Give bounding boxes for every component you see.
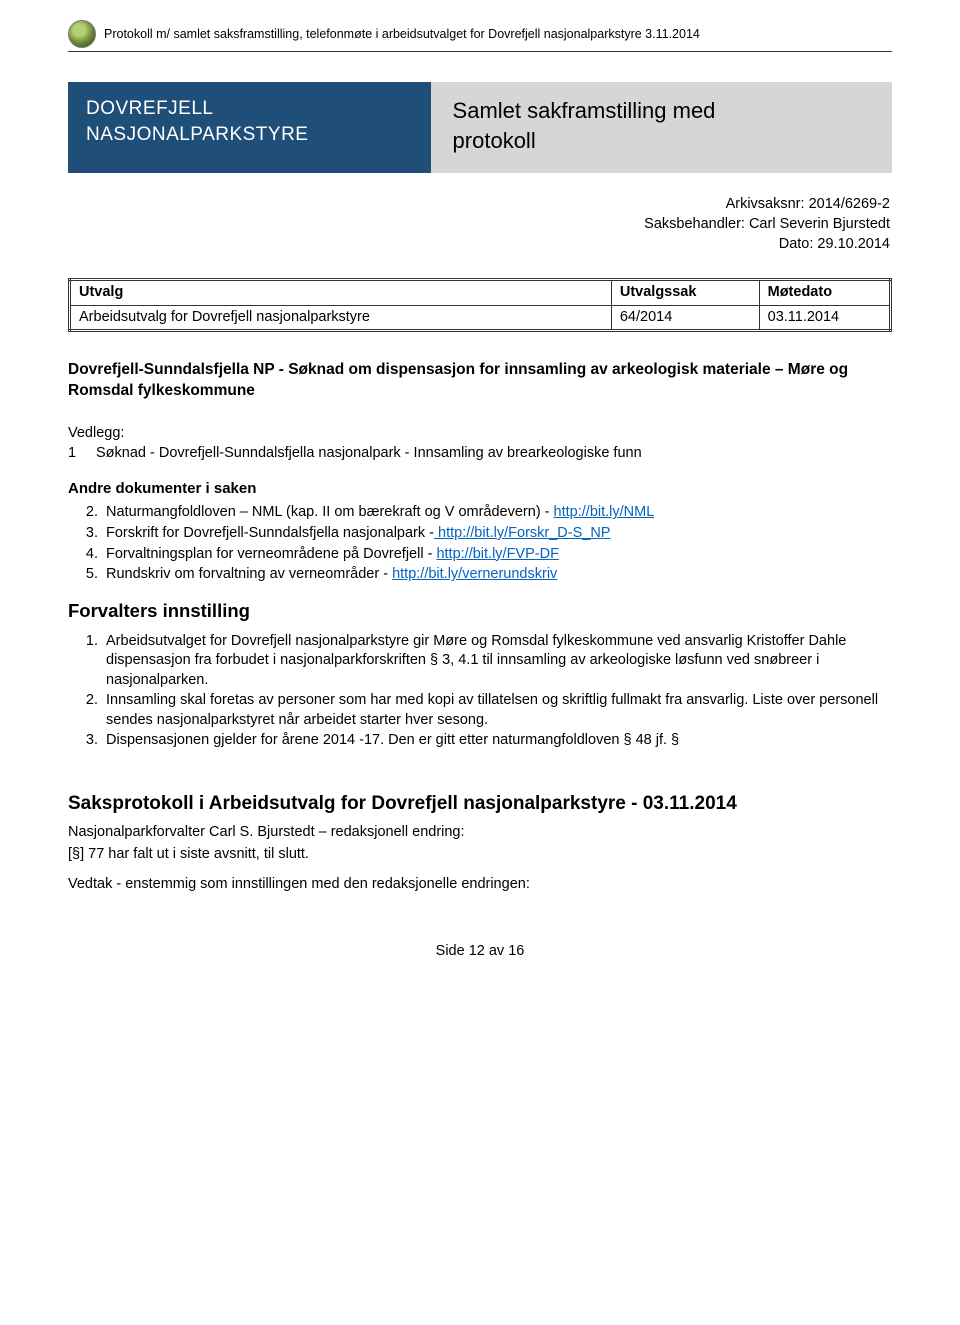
col-utvalgssak: Utvalgssak [611, 280, 759, 306]
item-text: Forskrift for Dovrefjell-Sunndalsfjella … [106, 525, 434, 541]
link-forskr[interactable]: http://bit.ly/Forskr_D-S_NP [434, 525, 610, 541]
link-rundskriv[interactable]: http://bit.ly/vernerundskriv [392, 566, 557, 582]
dato: Dato: 29.10.2014 [68, 235, 890, 255]
list-item: Rundskriv om forvaltning av verneområder… [102, 565, 892, 585]
item-text: Rundskriv om forvaltning av verneområder… [106, 566, 392, 582]
saksprotokoll-heading: Saksprotokoll i Arbeidsutvalg for Dovref… [68, 791, 892, 817]
list-item: Naturmangfoldloven – NML (kap. II om bær… [102, 503, 892, 523]
utvalg-table: Utvalg Utvalgssak Møtedato Arbeidsutvalg… [68, 278, 892, 332]
doc-type-line1: Samlet sakframstilling med [453, 96, 876, 126]
page-footer: Side 12 av 16 [68, 942, 892, 962]
list-item: Forskrift for Dovrefjell-Sunndalsfjella … [102, 524, 892, 544]
col-utvalg: Utvalg [70, 280, 612, 306]
forvalters-list: Arbeidsutvalget for Dovrefjell nasjonalp… [68, 632, 892, 751]
logo-icon [68, 20, 96, 48]
banner-left: DOVREFJELL NASJONALPARKSTYRE [68, 82, 431, 173]
andre-dokumenter-label: Andre dokumenter i saken [68, 479, 892, 499]
banner-right: Samlet sakframstilling med protokoll [431, 82, 892, 173]
col-motedato: Møtedato [759, 280, 890, 306]
case-title: Dovrefjell-Sunndalsfjella NP - Søknad om… [68, 360, 892, 402]
forvalters-innstilling-heading: Forvalters innstilling [68, 599, 892, 624]
link-nml[interactable]: http://bit.ly/NML [554, 504, 655, 520]
saksprotokoll-p2: [§] 77 har falt ut i siste avsnitt, til … [68, 845, 892, 865]
header-text: Protokoll m/ samlet saksframstilling, te… [104, 26, 700, 43]
list-item: Dispensasjonen gjelder for årene 2014 -1… [102, 731, 892, 751]
meta-block: Arkivsaksnr: 2014/6269-2 Saksbehandler: … [68, 195, 892, 254]
doc-type-line2: protokoll [453, 126, 876, 156]
document-header: Protokoll m/ samlet saksframstilling, te… [68, 20, 892, 52]
list-item: Forvaltningsplan for verneområdene på Do… [102, 545, 892, 565]
saksprotokoll-p1: Nasjonalparkforvalter Carl S. Bjurstedt … [68, 823, 892, 843]
vedlegg-num: 1 [68, 444, 96, 464]
item-text: Naturmangfoldloven – NML (kap. II om bær… [106, 504, 554, 520]
cell-utvalg: Arbeidsutvalg for Dovrefjell nasjonalpar… [70, 305, 612, 331]
vedlegg-block: Vedlegg: 1 Søknad - Dovrefjell-Sunndalsf… [68, 424, 892, 463]
table-row: Arbeidsutvalg for Dovrefjell nasjonalpar… [70, 305, 891, 331]
arkivsaksnr: Arkivsaksnr: 2014/6269-2 [68, 195, 890, 215]
saksbehandler: Saksbehandler: Carl Severin Bjurstedt [68, 215, 890, 235]
page: Protokoll m/ samlet saksframstilling, te… [0, 0, 960, 992]
table-header-row: Utvalg Utvalgssak Møtedato [70, 280, 891, 306]
vedlegg-text: Søknad - Dovrefjell-Sunndalsfjella nasjo… [96, 444, 642, 464]
list-item: Arbeidsutvalget for Dovrefjell nasjonalp… [102, 632, 892, 691]
cell-motedato: 03.11.2014 [759, 305, 890, 331]
saksprotokoll-p3: Vedtak - enstemmig som innstillingen med… [68, 875, 892, 895]
cell-utvalgssak: 64/2014 [611, 305, 759, 331]
list-item: Innsamling skal foretas av personer som … [102, 691, 892, 730]
item-text: Forvaltningsplan for verneområdene på Do… [106, 546, 436, 562]
org-name-line1: DOVREFJELL [86, 96, 409, 122]
org-name-line2: NASJONALPARKSTYRE [86, 122, 409, 148]
vedlegg-label: Vedlegg: [68, 424, 892, 444]
vedlegg-item: 1 Søknad - Dovrefjell-Sunndalsfjella nas… [68, 444, 892, 464]
andre-dokumenter-list: Naturmangfoldloven – NML (kap. II om bær… [68, 503, 892, 584]
title-banner: DOVREFJELL NASJONALPARKSTYRE Samlet sakf… [68, 82, 892, 173]
link-fvp[interactable]: http://bit.ly/FVP-DF [436, 546, 558, 562]
